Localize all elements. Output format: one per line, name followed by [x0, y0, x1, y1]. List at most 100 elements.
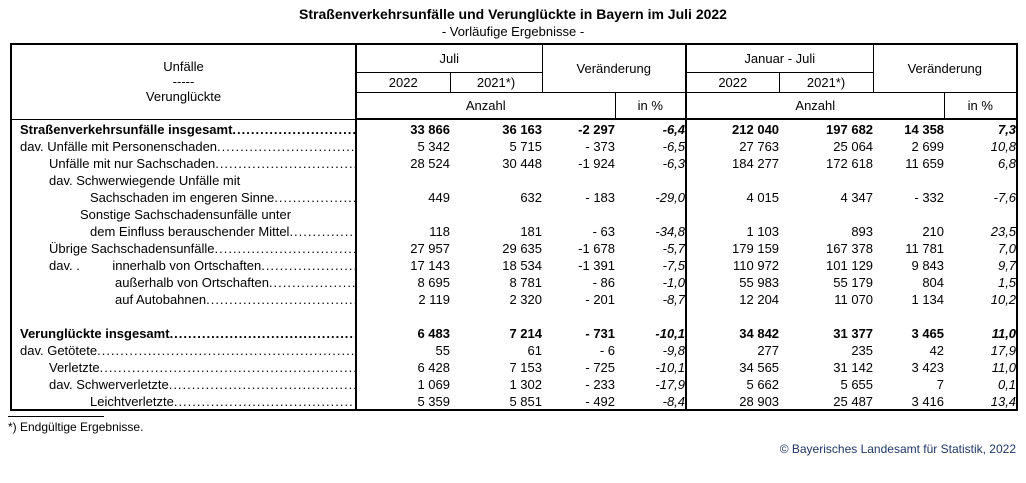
row-label: dem Einfluss berauschender Mittel [11, 222, 357, 239]
dot-leader [170, 326, 355, 341]
value-cell: 210 [922, 224, 945, 239]
row-label-text: dav. . innerhalb von Ortschaften [49, 258, 262, 273]
value-cell [944, 205, 1017, 222]
header-anzahl-juli: Anzahl [355, 92, 616, 120]
value-cell: - 86 [592, 275, 616, 290]
dot-leader [269, 275, 355, 290]
row-label: dav. . innerhalb von Ortschaften [11, 256, 357, 273]
table-row: dem Einfluss berauschender Mittel 118 181 -… [11, 222, 1017, 239]
value-cell [779, 171, 873, 188]
value-cell: -8,4 [615, 392, 688, 410]
value-cell: 5 655 [840, 377, 874, 392]
value-cell: 8 781 [509, 275, 543, 290]
row-label: Straßenverkehrsunfälle insgesamt [11, 119, 357, 137]
value-cell: 172 618 [826, 156, 874, 171]
value-cell [542, 205, 615, 222]
value-cell: 27 763 [739, 139, 780, 154]
value-cell: 2 320 [509, 292, 543, 307]
value-cell: -8,7 [615, 290, 688, 307]
table-row: dav. Unfälle mit Personenschaden 5 342 5 7… [11, 137, 1017, 154]
row-label-text: Leichtverletzte [90, 394, 174, 409]
footnote-separator [8, 416, 104, 417]
value-cell: 7,0 [997, 241, 1017, 256]
table-row: Übrige Sachschadensunfälle 27 957 29 635 -1… [11, 239, 1017, 256]
value-cell: - 6 [599, 343, 616, 358]
value-cell: - 233 [585, 377, 616, 392]
value-cell: - 731 [585, 326, 616, 341]
value-cell: 17 143 [410, 258, 450, 273]
statistics-table: Unfälle ----- Verunglückte Juli Veränder… [10, 43, 1019, 411]
value-cell: 7,3 [997, 122, 1017, 137]
value-cell: 36 163 [502, 122, 543, 137]
row-label-text: dav. Unfälle mit Personenschaden [20, 139, 218, 154]
table-row: dav. Getötete 55 61 - 6-9,8 277 235 42 17,9 [11, 341, 1017, 358]
value-cell: -10,1 [615, 358, 688, 375]
value-cell: 23,5 [990, 224, 1017, 239]
value-cell: 31 142 [833, 360, 874, 375]
table-row: Sonstige Sachschadensunfälle unter [11, 205, 1017, 222]
value-cell: 18 534 [502, 258, 543, 273]
header-2021-jan: 2021*) [778, 72, 874, 93]
value-cell: 28 903 [739, 394, 780, 409]
value-cell: 2 699 [911, 139, 945, 154]
row-label: Unfälle mit nur Sachschaden [11, 154, 357, 171]
table-row: außerhalb von Ortschaften 8 695 8 781 - 86-… [11, 273, 1017, 290]
value-cell: 1,5 [997, 275, 1017, 290]
value-cell: 235 [851, 343, 874, 358]
dot-leader [217, 139, 355, 154]
header-inprozent-juli: in % [614, 92, 688, 120]
row-label: Sachschaden im engeren Sinne [11, 188, 357, 205]
value-cell: 8 695 [417, 275, 450, 290]
value-cell: 5 342 [417, 139, 450, 154]
row-label: auf Autobahnen [11, 290, 357, 307]
value-cell: 4 015 [746, 190, 780, 205]
value-cell: 184 277 [732, 156, 780, 171]
value-cell [450, 171, 542, 188]
row-label-text: Sonstige Sachschadensunfälle unter [80, 207, 292, 222]
footnote: *) Endgültige Ergebnisse. [8, 420, 144, 434]
value-cell [944, 171, 1017, 188]
value-cell: 1 134 [911, 292, 945, 307]
row-label-text: Übrige Sachschadensunfälle [49, 241, 215, 256]
dot-leader [289, 224, 355, 239]
value-cell: -6,4 [615, 119, 688, 137]
row-label-text: Unfälle mit nur Sachschaden [49, 156, 216, 171]
page-title: Straßenverkehrsunfälle und Verunglückte … [299, 6, 727, 22]
value-cell: 277 [757, 343, 780, 358]
value-cell [542, 171, 615, 188]
dot-leader [274, 190, 355, 205]
dot-leader [261, 258, 355, 273]
value-cell: 28 524 [410, 156, 450, 171]
value-cell: 13,4 [990, 394, 1017, 409]
value-cell [615, 205, 688, 222]
header-label-line1: Unfälle [163, 59, 204, 75]
value-cell: 632 [520, 190, 543, 205]
value-cell: -7,6 [993, 190, 1017, 205]
value-cell [779, 205, 873, 222]
row-label: dav. Unfälle mit Personenschaden [11, 137, 357, 154]
value-cell: - 332 [914, 190, 945, 205]
value-cell: 10,8 [990, 139, 1017, 154]
value-cell: 34 565 [739, 360, 780, 375]
value-cell: 110 972 [733, 258, 780, 273]
value-cell: - 63 [592, 224, 616, 239]
value-cell: -10,1 [615, 324, 688, 341]
row-label: Verletzte [11, 358, 357, 375]
value-cell: - 183 [585, 190, 616, 205]
value-cell: 55 [435, 343, 450, 358]
value-cell: -34,8 [615, 222, 688, 239]
value-cell: 61 [527, 343, 543, 358]
value-cell: 5 715 [509, 139, 543, 154]
value-cell: -5,7 [615, 239, 688, 256]
row-label: außerhalb von Ortschaften [11, 273, 357, 290]
row-label-text: auf Autobahnen [115, 292, 207, 307]
value-cell: 5 851 [509, 394, 543, 409]
dot-leader [215, 156, 355, 171]
value-cell [873, 205, 944, 222]
value-cell: 6 428 [417, 360, 450, 375]
dot-leader [215, 241, 356, 256]
value-cell: -17,9 [615, 375, 688, 392]
value-cell [686, 205, 779, 222]
header-unfaelle-verunglueckte: Unfälle ----- Verunglückte [10, 43, 357, 120]
value-cell: 25 064 [833, 139, 874, 154]
